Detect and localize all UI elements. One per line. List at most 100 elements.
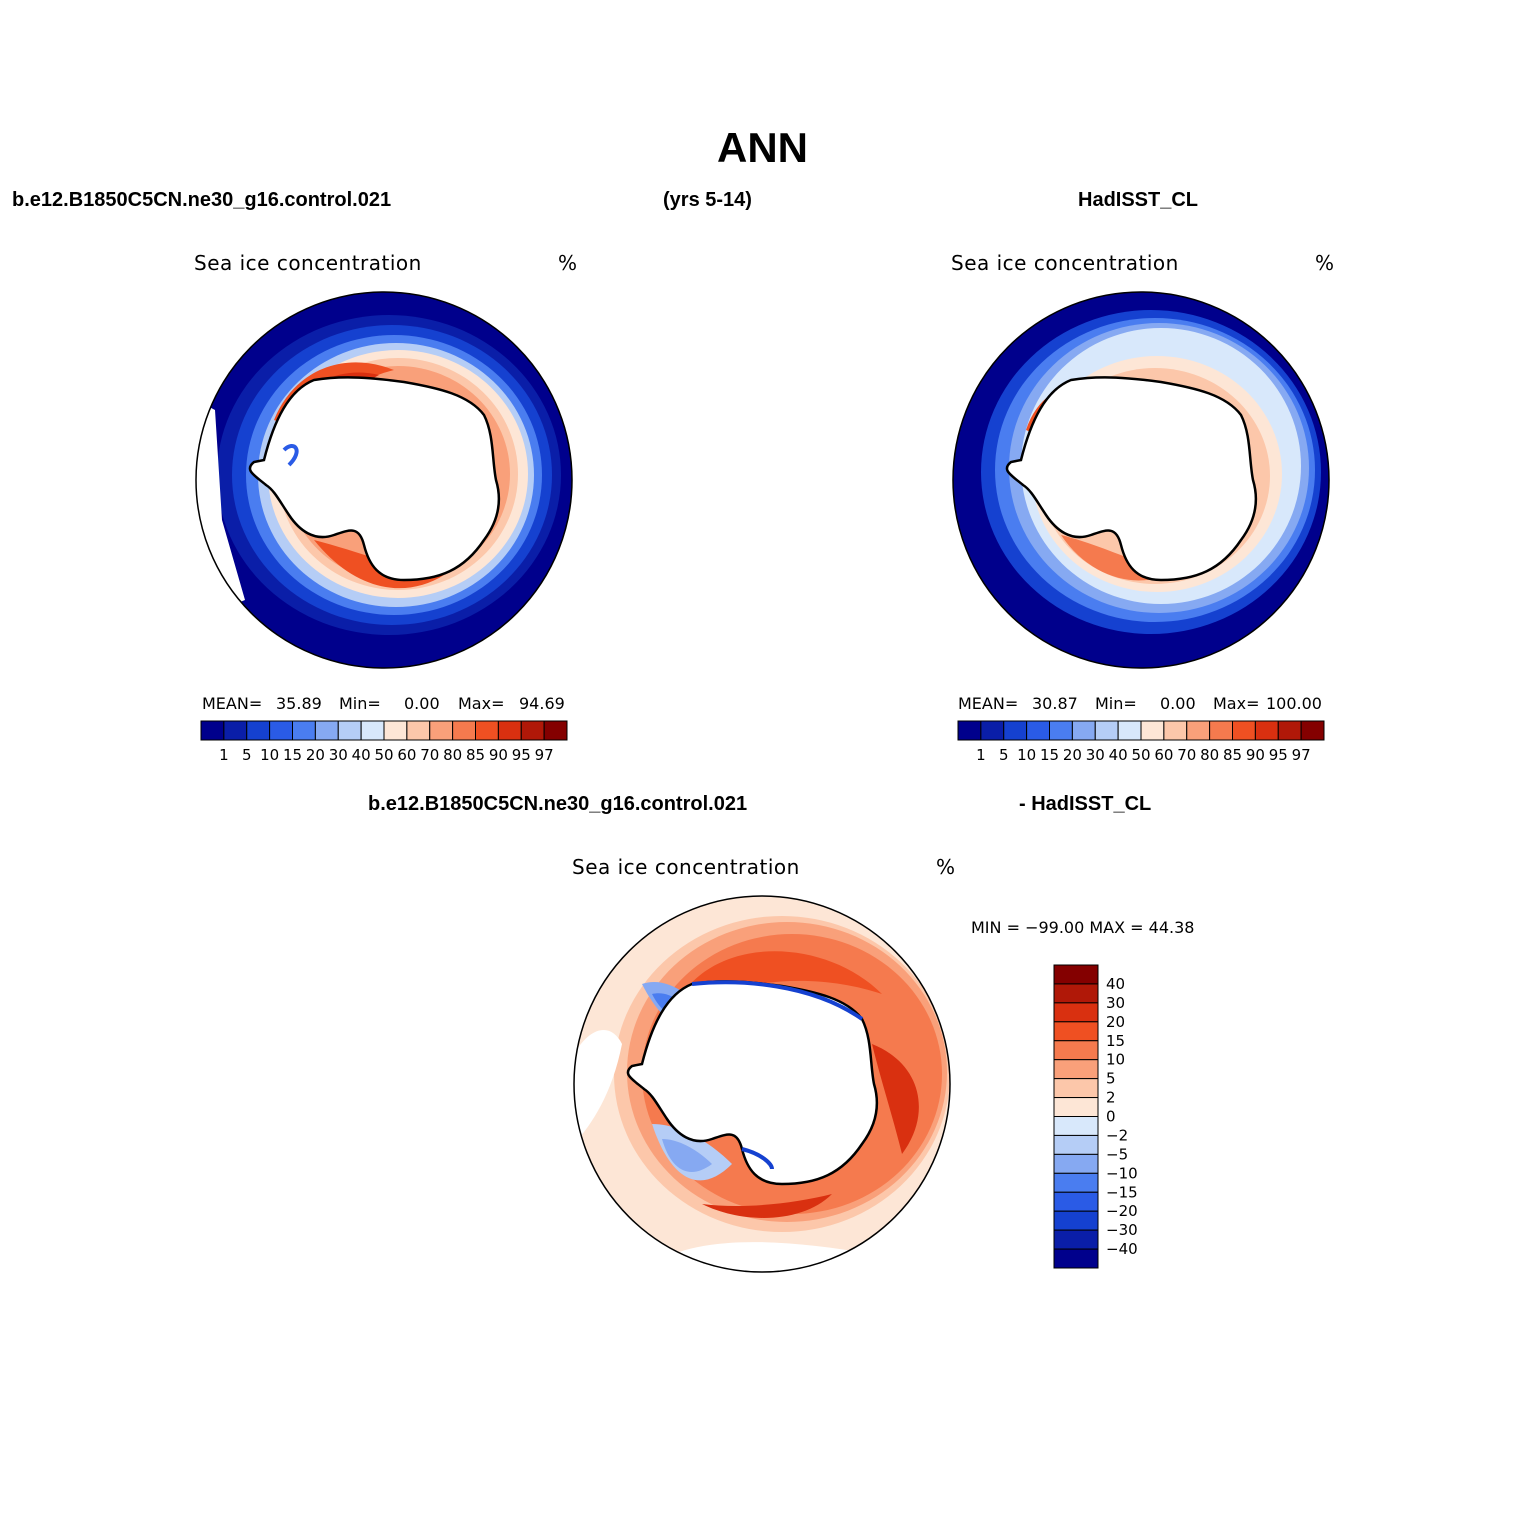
colorbar-panel2-swatch xyxy=(1094,720,1119,741)
colorbar-panel1-swatch xyxy=(475,720,499,741)
panel1-units: % xyxy=(558,251,578,275)
colorbar-panel2-tick-label: 70 xyxy=(1177,746,1196,764)
colorbar-panel1-tick-label: 30 xyxy=(329,746,348,764)
colorbar-panel1-swatch xyxy=(360,720,385,741)
panel1-min-label: Min= xyxy=(339,694,381,713)
colorbar-panel2-swatch xyxy=(1140,720,1165,741)
panel1-min-value: 0.00 xyxy=(404,694,440,713)
colorbar-panel1-swatch xyxy=(520,720,545,741)
colorbar-panel1-tick-label: 1 xyxy=(219,746,229,764)
colorbar-panel2: 1 5 10 15 20 30 40 50 60 70 80 85 90 95 97 xyxy=(957,720,1325,764)
panel2-mean-label: MEAN= xyxy=(958,694,1019,713)
colorbar-panel2-tick-label: 20 xyxy=(1063,746,1082,764)
colorbar-panel1-tick-label: 70 xyxy=(420,746,439,764)
colorbar-panel2-swatch xyxy=(1254,720,1279,741)
panel2-map xyxy=(952,291,1330,669)
colorbar-difference-swatch xyxy=(1053,1097,1099,1117)
colorbar-panel2-swatch xyxy=(1003,720,1028,741)
colorbar-panel1-tick-label: 97 xyxy=(535,746,554,764)
panel1-map xyxy=(195,291,573,669)
colorbar-panel2-swatch xyxy=(980,720,1005,741)
panel1-max-value: 94.69 xyxy=(519,694,565,713)
colorbar-difference-swatch xyxy=(1053,1248,1099,1269)
colorbar-difference-swatch xyxy=(1053,983,1099,1004)
colorbar-panel1-tick-label: 40 xyxy=(352,746,371,764)
colorbar-panel1-swatch xyxy=(314,720,339,741)
colorbar-difference-tick-label: 0 xyxy=(1106,1108,1116,1126)
colorbar-panel2-tick-label: 80 xyxy=(1200,746,1219,764)
colorbar-difference-swatch xyxy=(1053,1040,1099,1061)
diff-obs-name-label: - HadISST_CL xyxy=(1019,793,1152,815)
colorbar-panel2-swatch xyxy=(1186,720,1211,741)
colorbar-difference-swatch xyxy=(1053,1172,1099,1193)
colorbar-difference-tick-label: −2 xyxy=(1106,1126,1128,1144)
colorbar-panel2-tick-label: 15 xyxy=(1040,746,1059,764)
colorbar-panel2-swatch xyxy=(1277,720,1302,741)
colorbar-panel2-tick-label: 1 xyxy=(976,746,986,764)
diff-case-name-label: b.e12.B1850C5CN.ne30_g16.control.021 xyxy=(368,793,748,815)
colorbar-panel2-swatch xyxy=(1163,720,1188,741)
colorbar-panel2-tick-label: 85 xyxy=(1223,746,1242,764)
colorbar-panel1-tick-label: 5 xyxy=(242,746,252,764)
years-label: (yrs 5-14) xyxy=(663,189,752,211)
main-title: ANN xyxy=(717,124,808,171)
case-name-label: b.e12.B1850C5CN.ne30_g16.control.021 xyxy=(12,189,392,211)
colorbar-difference-tick-label: 30 xyxy=(1106,994,1125,1012)
panel3-units: % xyxy=(936,855,956,879)
colorbar-panel1-tick-label: 50 xyxy=(374,746,393,764)
colorbar-panel2-swatch xyxy=(1232,720,1256,741)
panel2-min-value: 0.00 xyxy=(1160,694,1196,713)
colorbar-panel1-swatch xyxy=(200,720,225,741)
colorbar-difference-swatch xyxy=(1053,1002,1099,1023)
colorbar-panel2-tick-label: 40 xyxy=(1109,746,1128,764)
colorbar-difference-tick-label: 10 xyxy=(1106,1051,1125,1069)
colorbar-difference-tick-label: 5 xyxy=(1106,1070,1116,1088)
panel1-mean-value: 35.89 xyxy=(276,694,322,713)
colorbar-panel1-swatch xyxy=(292,720,316,741)
colorbar-difference-tick-label: −10 xyxy=(1106,1164,1138,1182)
colorbar-difference-tick-label: 40 xyxy=(1106,975,1125,993)
colorbar-panel1-tick-label: 95 xyxy=(512,746,531,764)
colorbar-panel2-swatch xyxy=(1117,720,1142,741)
panel2-units: % xyxy=(1315,251,1335,275)
colorbar-panel2-swatch xyxy=(1026,720,1050,741)
colorbar-panel1-tick-label: 85 xyxy=(466,746,485,764)
colorbar-difference-swatch xyxy=(1053,1210,1099,1231)
colorbar-difference-tick-label: −40 xyxy=(1106,1240,1138,1258)
colorbar-difference-swatch xyxy=(1053,964,1099,985)
colorbar-panel1-swatch xyxy=(429,720,454,741)
panel2-variable: Sea ice concentration xyxy=(951,251,1179,275)
colorbar-difference-swatch xyxy=(1053,1059,1099,1080)
obs-name-label: HadISST_CL xyxy=(1078,189,1199,211)
colorbar-panel1-tick-label: 80 xyxy=(443,746,462,764)
panel3-map xyxy=(573,895,951,1273)
panel1-variable: Sea ice concentration xyxy=(194,251,422,275)
colorbar-difference-tick-label: −5 xyxy=(1106,1145,1128,1163)
colorbar-panel2-tick-label: 10 xyxy=(1017,746,1036,764)
colorbar-panel1: 1 5 10 15 20 30 40 50 60 70 80 85 90 95 97 xyxy=(200,720,568,764)
colorbar-panel1-tick-label: 60 xyxy=(397,746,416,764)
panel2-max-value: 100.00 xyxy=(1266,694,1322,713)
colorbar-difference-swatch xyxy=(1053,1021,1099,1042)
colorbar-panel1-tick-label: 20 xyxy=(306,746,325,764)
colorbar-panel2-tick-label: 30 xyxy=(1086,746,1105,764)
colorbar-panel2-swatch xyxy=(1049,720,1073,741)
colorbar-difference-tick-label: 20 xyxy=(1106,1013,1125,1031)
colorbar-difference-tick-label: 2 xyxy=(1106,1089,1116,1107)
colorbar-panel1-tick-label: 10 xyxy=(260,746,279,764)
panel2-max-label: Max= xyxy=(1213,694,1260,713)
colorbar-difference-swatch xyxy=(1053,1134,1099,1155)
colorbar-panel1-swatch xyxy=(452,720,476,741)
colorbar-panel1-swatch xyxy=(543,720,568,741)
colorbar-panel2-tick-label: 5 xyxy=(999,746,1009,764)
colorbar-difference-swatch xyxy=(1053,1153,1099,1174)
colorbar-panel2-tick-label: 90 xyxy=(1246,746,1265,764)
panel3-variable: Sea ice concentration xyxy=(572,855,800,879)
panel1-max-label: Max= xyxy=(458,694,505,713)
panel1-mean-label: MEAN= xyxy=(202,694,263,713)
colorbar-panel1-swatch xyxy=(383,720,408,741)
colorbar-panel2-tick-label: 50 xyxy=(1131,746,1150,764)
colorbar-difference-tick-label: 15 xyxy=(1106,1032,1125,1050)
